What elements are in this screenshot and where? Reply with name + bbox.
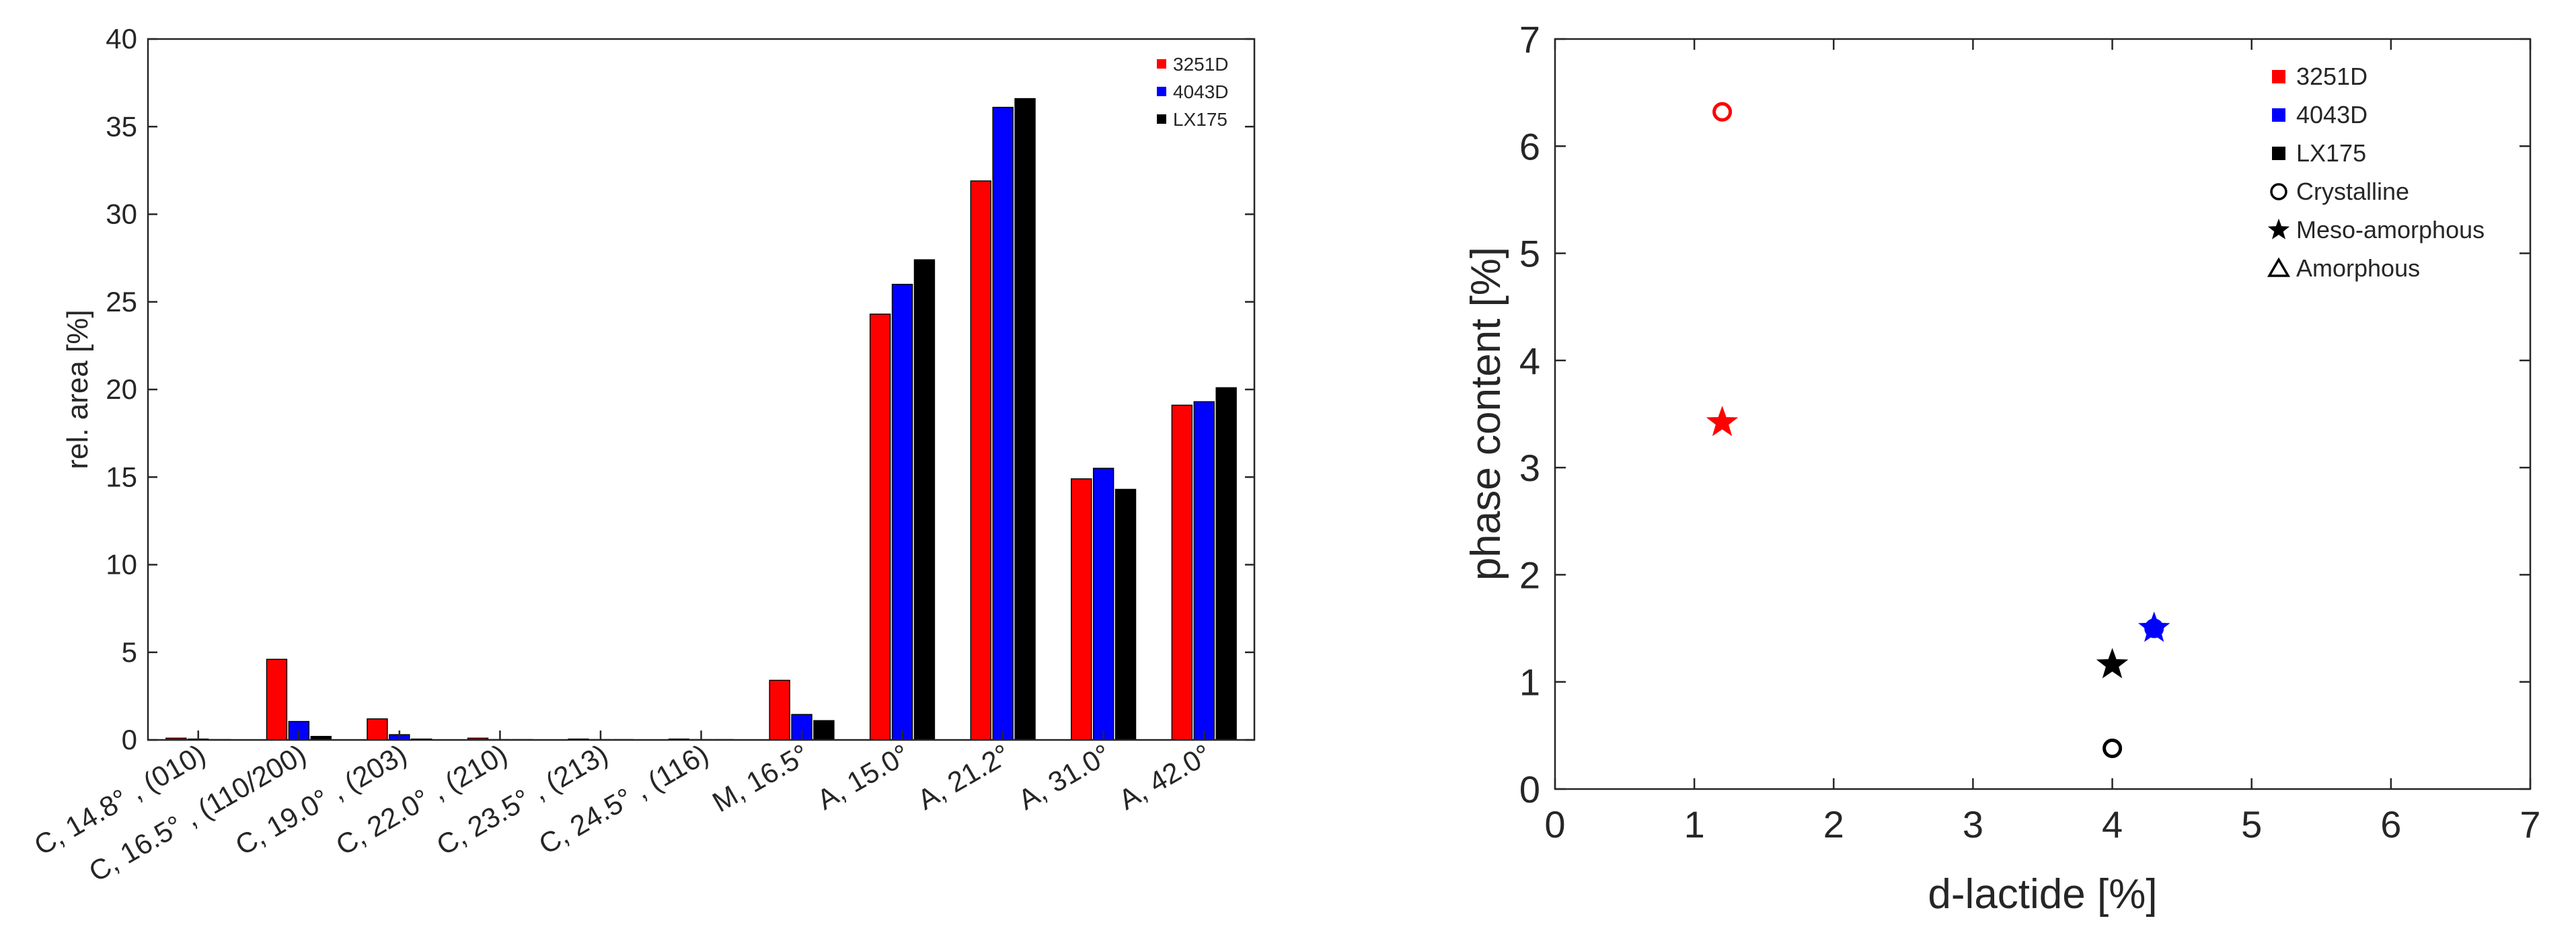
scatter-x-axis-ticks: 0 1 2 3 4 5 6 7 — [1544, 39, 2541, 846]
scatter-legend-label: Crystalline — [2296, 178, 2409, 205]
scatter-x-tick-label: 4 — [2102, 803, 2123, 846]
scatter-legend-label: Meso-amorphous — [2296, 216, 2485, 244]
bar-legend-label: LX175 — [1173, 109, 1227, 130]
bar-3251D-6 — [769, 679, 790, 741]
scatter-x-tick-label: 3 — [1963, 803, 1983, 846]
scatter-legend-marker-circle — [2270, 183, 2287, 200]
bar-4043D-7 — [891, 283, 913, 741]
bar-4043D-8 — [992, 106, 1014, 741]
bar-legend-swatch-3251D — [1157, 59, 1166, 69]
bar-y-tick-label: 40 — [106, 23, 137, 54]
scatter-legend-marker-triangle — [2267, 257, 2291, 277]
scatter-y-tick-label: 0 — [1519, 768, 1540, 811]
scatter-x-tick-label: 1 — [1684, 803, 1705, 846]
point-LX175-meso-amorphous — [2096, 648, 2129, 679]
bar-y-tick-label: 30 — [106, 198, 137, 230]
scatter-plot-area — [1555, 39, 2530, 789]
bar-y-axis-label: rel. area [%] — [61, 309, 94, 469]
bar-legend-label: 4043D — [1173, 81, 1229, 102]
point-3251D-crystalline — [1712, 102, 1733, 122]
bar-y-tick-label: 20 — [106, 373, 137, 405]
bar-4043D-9 — [1092, 468, 1114, 741]
point-3251D-meso-amorphous — [1706, 406, 1739, 437]
bar-LX175-8 — [1014, 98, 1036, 741]
bar-LX175-10 — [1215, 387, 1237, 741]
bar-plot-area — [148, 39, 1254, 740]
scatter-y-tick-label: 2 — [1519, 554, 1540, 596]
scatter-legend-marker-star — [2267, 219, 2290, 239]
bar-3251D-8 — [970, 180, 991, 741]
scatter-y-tick-label: 7 — [1519, 18, 1540, 61]
bar-legend-label: 3251D — [1173, 54, 1229, 75]
bar-LX175-7 — [913, 259, 936, 741]
bar-y-axis-ticks: 0 5 10 15 20 25 30 35 40 — [106, 23, 1254, 755]
bar-y-tick-label: 0 — [122, 724, 137, 755]
bar-legend-swatch-4043D — [1157, 87, 1166, 96]
bar-3251D-7 — [869, 313, 891, 741]
scatter-legend-label: LX175 — [2296, 139, 2366, 167]
bar-axes-box — [147, 38, 1256, 741]
scatter-axes-box — [1554, 38, 2532, 790]
bar-y-tick-label: 10 — [106, 549, 137, 581]
scatter-legend-marker-square — [2272, 70, 2285, 83]
scatter-legend-marker-square — [2272, 108, 2285, 122]
bar-LX175-9 — [1114, 488, 1137, 741]
bar-3251D-10 — [1171, 404, 1193, 741]
scatter-chart: 0 1 2 3 4 5 6 7 0 1 2 3 4 5 6 7 d-lactide [%] phase co… — [1463, 18, 2541, 918]
scatter-points — [1706, 102, 2170, 758]
scatter-y-tick-label: 4 — [1519, 340, 1540, 382]
point-LX175-crystalline — [2103, 739, 2123, 758]
bar-4043D-10 — [1193, 401, 1215, 741]
scatter-y-tick-label: 5 — [1519, 233, 1540, 275]
scatter-y-tick-label: 3 — [1519, 447, 1540, 489]
scatter-x-axis-label: d-lactide [%] — [1928, 871, 2157, 918]
scatter-legend-marker-square — [2272, 147, 2285, 160]
scatter-x-tick-label: 5 — [2241, 803, 2262, 846]
scatter-y-tick-label: 1 — [1519, 661, 1540, 704]
scatter-legend: 3251D 4043D LX175 Crystalline Meso-amorphous… — [2267, 63, 2485, 282]
scatter-legend-label: Amorphous — [2296, 254, 2420, 282]
bar-legend: 3251D 4043D LX175 — [1157, 54, 1229, 130]
scatter-legend-label: 3251D — [2296, 63, 2367, 90]
bar-y-tick-label: 25 — [106, 286, 137, 317]
scatter-y-tick-label: 6 — [1519, 125, 1540, 167]
scatter-x-tick-label: 0 — [1544, 803, 1565, 846]
point-4043D-meso-amorphous — [2137, 611, 2170, 642]
bar-3251D-2 — [367, 718, 388, 741]
bar-y-tick-label: 15 — [106, 461, 137, 492]
bar-3251D-1 — [266, 659, 288, 741]
bar-LX175-6 — [813, 720, 835, 741]
bar-3251D-9 — [1071, 478, 1092, 741]
scatter-legend-label: 4043D — [2296, 101, 2367, 128]
scatter-x-tick-label: 2 — [1823, 803, 1844, 846]
bar-y-tick-label: 35 — [106, 110, 137, 142]
scatter-y-axis-ticks: 0 1 2 3 4 5 6 7 — [1519, 18, 2530, 811]
scatter-x-tick-label: 7 — [2520, 803, 2540, 846]
bar-y-tick-label: 5 — [122, 636, 137, 668]
scatter-x-tick-label: 6 — [2380, 803, 2401, 846]
bar-series-bars — [165, 98, 1237, 741]
bar-legend-swatch-LX175 — [1157, 114, 1166, 124]
scatter-y-axis-label: phase content [%] — [1463, 247, 1509, 581]
